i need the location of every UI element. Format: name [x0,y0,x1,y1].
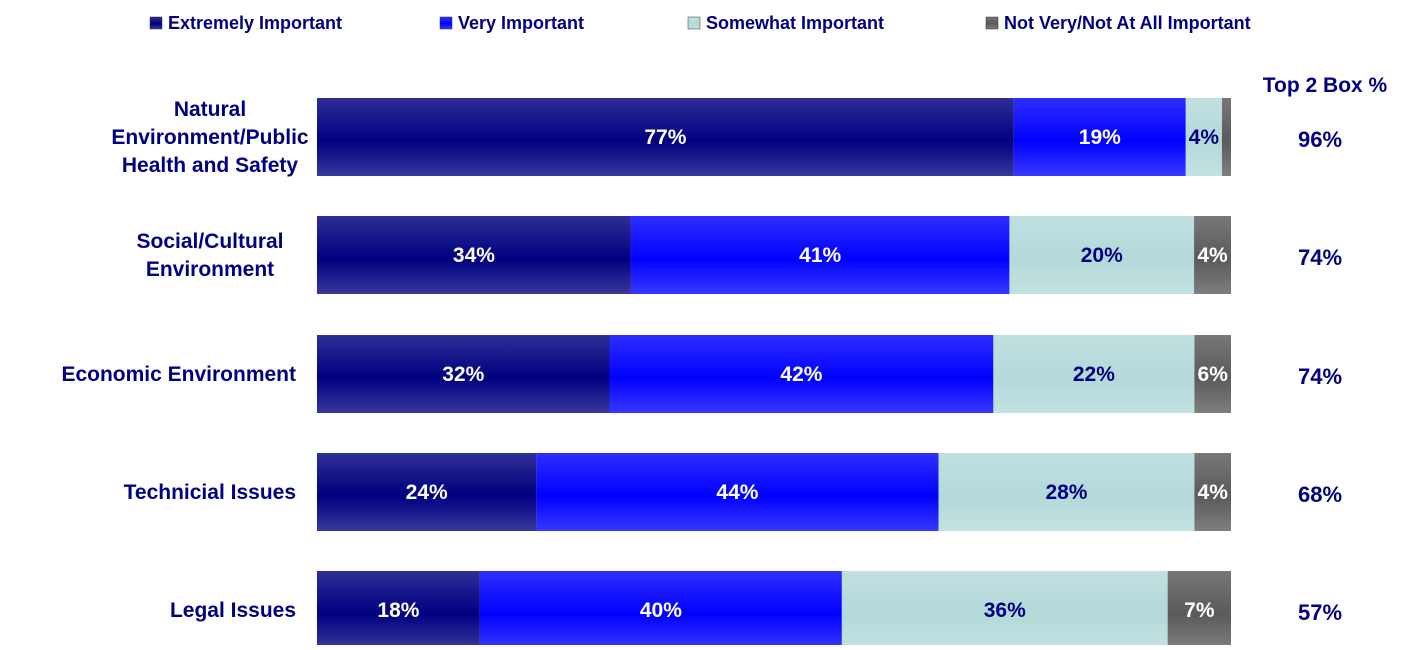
bar-label-somewhat-row-0: 4% [1189,126,1220,149]
category-label-line: Environment [146,258,274,281]
category-label-line: Economic Environment [61,363,296,386]
bar-label-very-row-2: 42% [780,363,822,386]
legend-label-very: Very Important [458,13,584,33]
bar-very-row-4 [479,571,842,649]
bar-very-row-2 [609,335,994,413]
category-label-row-4: Legal Issues [170,599,296,622]
bar-label-not-very-row-4: 7% [1184,599,1215,622]
legend-swatch-not-very [985,16,999,30]
bar-extremely-row-2 [317,335,610,413]
bar-label-somewhat-row-4: 36% [984,599,1026,622]
bar-label-somewhat-row-3: 28% [1045,481,1087,504]
bar-label-extremely-row-2: 32% [442,363,484,386]
bar-somewhat-row-1 [1009,216,1195,294]
bar-label-extremely-row-0: 77% [644,126,686,149]
bar-not-very-row-4 [1167,571,1231,649]
bar-extremely-row-4 [317,571,480,649]
category-label-row-3: Technicial Issues [124,481,296,504]
legend-swatch-very [439,16,453,30]
legend-swatch-somewhat [687,16,701,30]
top2-value-row-0: 96% [1298,127,1342,152]
bar-label-not-very-row-1: 4% [1197,244,1228,267]
top2-header: Top 2 Box % [1263,74,1388,97]
top2-value-row-2: 74% [1298,364,1342,389]
bar-label-very-row-0: 19% [1079,126,1121,149]
bar-very-row-0 [1013,98,1186,176]
category-label-line: Social/Cultural [136,230,283,253]
bar-label-somewhat-row-2: 22% [1073,363,1115,386]
bar-extremely-row-1 [317,216,631,294]
category-label-row-1: Social/Cultural Environment [136,230,283,281]
bar-label-not-very-row-2: 6% [1198,363,1229,386]
bar-somewhat-row-0 [1185,98,1222,176]
bar-somewhat-row-4 [841,571,1168,649]
top2-value-row-1: 74% [1298,245,1342,270]
bar-label-extremely-row-4: 18% [377,599,419,622]
top2-value-row-4: 57% [1298,600,1342,625]
category-label-line: Environment/Public [111,126,309,149]
bar-not-very-row-1 [1194,216,1231,294]
bar-extremely-row-3 [317,453,537,531]
category-label-line: Technicial Issues [124,481,296,504]
category-label-line: Legal Issues [170,599,296,622]
bar-not-very-row-0 [1221,98,1231,176]
category-label-row-2: Economic Environment [61,363,296,386]
legend-swatch-extremely [149,16,163,30]
category-label-row-0: Natural Environment/Public Health and Safe… [111,98,309,177]
bar-somewhat-row-3 [938,453,1195,531]
bar-not-very-row-3 [1194,453,1231,531]
legend-label-extremely: Extremely Important [168,13,342,33]
bar-not-very-row-2 [1194,335,1231,413]
bar-very-row-1 [630,216,1010,294]
bar-label-very-row-4: 40% [640,599,682,622]
bar-label-very-row-1: 41% [799,244,841,267]
top2-value-row-3: 68% [1298,482,1342,507]
category-label-line: Health and Safety [122,154,299,177]
bar-very-row-3 [536,453,939,531]
category-labels: Natural Environment/Public Health and Safe… [61,98,308,622]
bar-extremely-row-0 [317,98,1014,176]
legend-label-somewhat: Somewhat Important [706,13,884,33]
bars: 77% 19% 4% 34% 41% 20% 4% 32% 42% 22% 6% 24% 44% 28% 4… [317,98,1231,649]
bar-label-very-row-3: 44% [716,481,758,504]
legend-label-not-very: Not Very/Not At All Important [1004,13,1251,33]
bar-label-not-very-row-3: 4% [1198,481,1229,504]
top2-values: 96% 74% 74% 68% 57% [1298,127,1342,625]
category-label-line: Natural [174,98,246,121]
bar-label-extremely-row-3: 24% [406,481,448,504]
bar-somewhat-row-2 [993,335,1195,413]
bar-label-somewhat-row-1: 20% [1081,244,1123,267]
bar-label-extremely-row-1: 34% [453,244,495,267]
legend: Extremely Important Very Important Somewha… [149,13,1251,33]
